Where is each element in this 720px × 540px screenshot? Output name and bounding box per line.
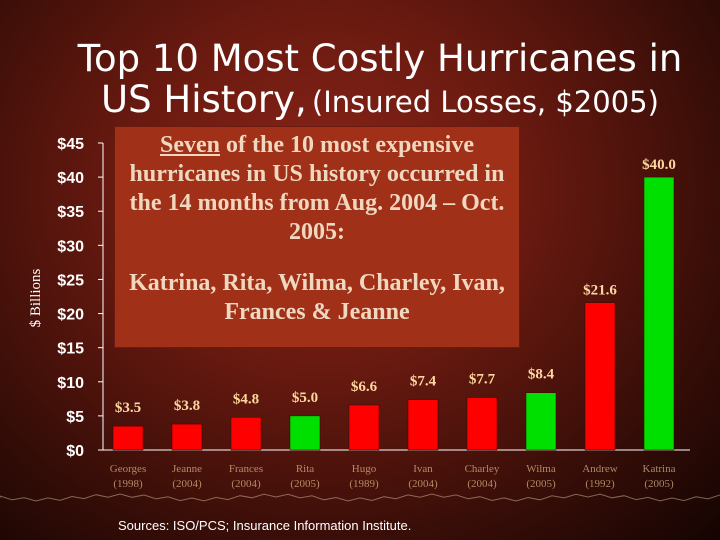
bar <box>525 392 557 451</box>
callout-emphasis: Seven <box>160 132 221 158</box>
callout-paragraph-1: Seven of the 10 most expensive hurricane… <box>115 131 519 247</box>
bar-category-label: Ivan <box>413 463 433 475</box>
bar <box>584 302 616 451</box>
callout-paragraph-2: Katrina, Rita, Wilma, Charley, Ivan, Fra… <box>129 270 505 325</box>
bar-value-label: $7.4 <box>410 374 437 390</box>
bar-category-year: (1989) <box>349 478 379 490</box>
bar-category-year: (2005) <box>290 478 320 490</box>
title-line-2-subtitle: (Insured Losses, $2005) <box>311 85 659 119</box>
bar-category-year: (2005) <box>644 478 674 490</box>
y-tick-label: $40 <box>57 170 84 187</box>
y-tick-label: $5 <box>66 409 84 426</box>
bar-category-year: (2004) <box>172 478 202 490</box>
bar-value-label: $40.0 <box>642 157 676 173</box>
bar-category-label: Katrina <box>643 463 676 475</box>
bar-category-year: (2005) <box>526 478 556 490</box>
bar <box>171 423 203 451</box>
chart-title: Top 10 Most Costly Hurricanes in US Hist… <box>60 38 700 127</box>
bar-value-label: $3.5 <box>115 400 141 416</box>
y-axis-label: $ Billions <box>28 268 44 327</box>
bar <box>348 404 380 451</box>
bar-category-label: Jeanne <box>172 463 202 475</box>
bar-category-label: Andrew <box>582 463 617 475</box>
title-line-2-main: US History, <box>101 78 307 121</box>
bar <box>643 176 675 451</box>
bar-value-label: $8.4 <box>528 367 555 383</box>
bar-category-label: Wilma <box>526 463 556 475</box>
y-tick-label: $25 <box>57 272 84 289</box>
bar-category-year: (2004) <box>231 478 261 490</box>
bar-value-label: $5.0 <box>292 390 318 406</box>
callout-text-1: of the 10 most expensive hurricanes in U… <box>129 132 505 245</box>
y-tick-label: $30 <box>57 238 84 255</box>
title-line-2: US History, (Insured Losses, $2005) <box>60 80 700 127</box>
bar-category-label: Frances <box>229 463 263 475</box>
callout-box: Seven of the 10 most expensive hurricane… <box>114 126 520 348</box>
bar-value-label: $3.8 <box>174 398 200 414</box>
title-line-1: Top 10 Most Costly Hurricanes in <box>77 37 683 80</box>
bar-category-year: (2004) <box>408 478 438 490</box>
bar <box>466 397 498 451</box>
y-tick-label: $15 <box>57 341 84 358</box>
bar-value-label: $7.7 <box>469 371 496 387</box>
y-tick-label: $0 <box>66 443 84 460</box>
y-tick-label: $20 <box>57 307 84 324</box>
y-tick-label: $35 <box>57 204 84 221</box>
y-tick-label: $10 <box>57 375 84 392</box>
y-tick-label: $45 <box>57 136 84 153</box>
bar-category-year: (1998) <box>113 478 143 490</box>
bar <box>112 425 144 451</box>
decorative-divider <box>0 493 720 502</box>
bar <box>289 415 321 451</box>
bar-category-label: Charley <box>465 463 500 475</box>
bar-category-label: Hugo <box>352 463 377 475</box>
bar-value-label: $4.8 <box>233 391 259 407</box>
bar-category-year: (2004) <box>467 478 497 490</box>
bar-value-label: $21.6 <box>583 283 617 299</box>
bar-category-label: Georges <box>110 463 146 475</box>
bar-category-label: Rita <box>296 463 314 475</box>
bar <box>407 399 439 451</box>
bar-value-label: $6.6 <box>351 379 378 395</box>
bar <box>230 417 262 451</box>
source-note: Sources: ISO/PCS; Insurance Information … <box>118 518 412 533</box>
bar-category-year: (1992) <box>585 478 615 490</box>
